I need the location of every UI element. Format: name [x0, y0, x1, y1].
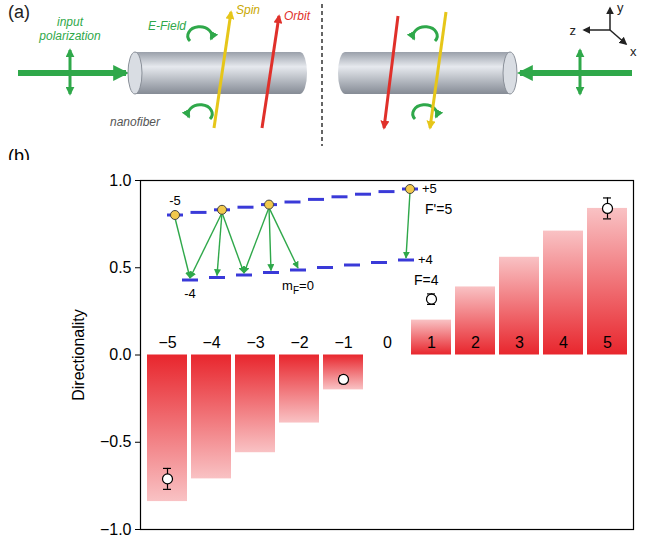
svg-text:input: input — [57, 15, 84, 29]
html-text:(b): (b) — [8, 146, 30, 166]
svg-text:1.0: 1.0 — [109, 172, 131, 189]
svg-text:E-Field: E-Field — [148, 19, 186, 33]
svg-text:−2: −2 — [290, 334, 308, 351]
svg-text:0.5: 0.5 — [109, 259, 131, 276]
svg-text:z: z — [570, 23, 577, 38]
svg-text:mF=0: mF=0 — [282, 278, 314, 296]
svg-text:y: y — [617, 0, 624, 15]
svg-text:Orbit: Orbit — [284, 9, 311, 23]
svg-text:F=4: F=4 — [414, 272, 439, 288]
svg-text:Spin: Spin — [236, 3, 260, 17]
svg-text:2: 2 — [471, 334, 480, 351]
svg-text:0.0: 0.0 — [109, 346, 131, 363]
svg-text:−4: −4 — [202, 334, 220, 351]
svg-text:-4: -4 — [184, 286, 196, 301]
svg-text:polarization: polarization — [38, 29, 101, 43]
svg-text:−0.5: −0.5 — [100, 433, 132, 450]
svg-text:x: x — [630, 44, 637, 59]
svg-text:+5: +5 — [422, 181, 437, 196]
svg-text:1: 1 — [427, 334, 436, 351]
svg-text:−3: −3 — [246, 334, 264, 351]
svg-text:(a): (a) — [8, 2, 30, 22]
svg-text:−1.0: −1.0 — [100, 521, 132, 538]
svg-text:F'=5: F'=5 — [425, 201, 452, 217]
svg-text:−1: −1 — [334, 334, 352, 351]
svg-text:+4: +4 — [418, 252, 433, 267]
svg-text:nanofiber: nanofiber — [110, 115, 161, 129]
svg-text:3: 3 — [515, 334, 524, 351]
svg-text:-5: -5 — [169, 193, 181, 208]
svg-text:Directionality: Directionality — [70, 309, 87, 401]
svg-text:4: 4 — [559, 334, 568, 351]
svg-text:5: 5 — [603, 334, 612, 351]
svg-text:0: 0 — [383, 334, 392, 351]
svg-text:−5: −5 — [158, 334, 176, 351]
